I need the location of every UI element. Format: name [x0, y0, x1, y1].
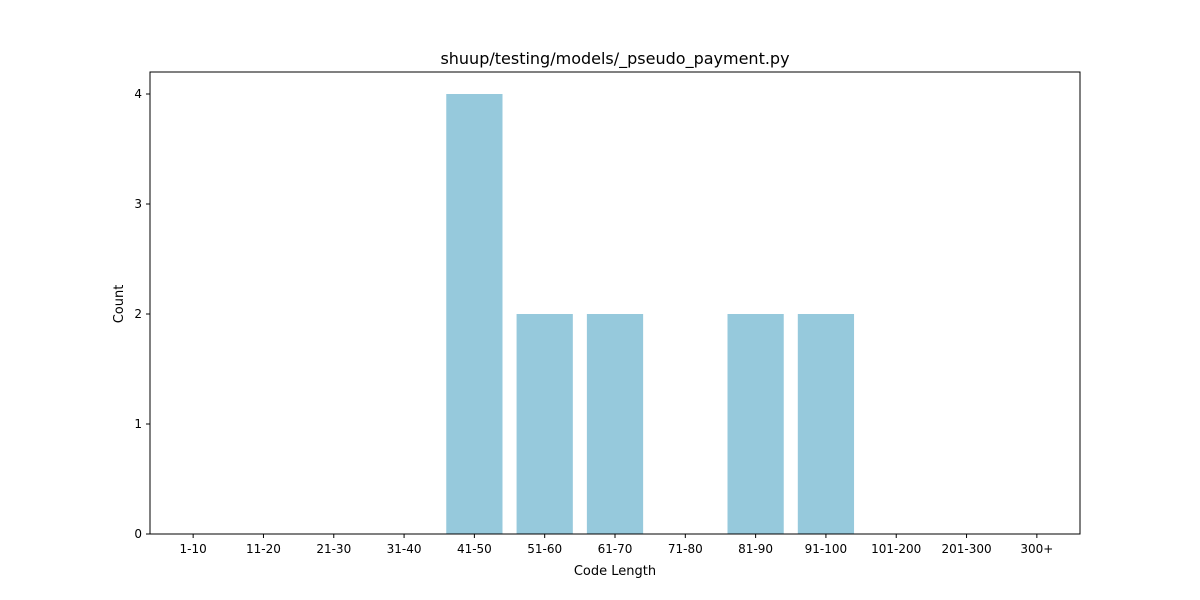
y-tick-label: 4: [134, 87, 142, 101]
x-tick-label: 71-80: [668, 542, 703, 556]
x-tick-label: 81-90: [738, 542, 773, 556]
x-tick-label: 300+: [1020, 542, 1053, 556]
y-axis-label: Count: [112, 285, 127, 324]
x-tick-label: 91-100: [805, 542, 848, 556]
bar-81-90: [727, 314, 784, 534]
y-tick-label: 3: [134, 197, 142, 211]
bar-61-70: [586, 314, 644, 534]
bars-layer: [446, 94, 855, 534]
chart-title: shuup/testing/models/_pseudo_payment.py: [440, 49, 789, 69]
x-axis-ticks: 1-10 11-20 21-30 31-40 41-50 51-60 61-70 71-80 8…: [180, 534, 1053, 556]
x-tick-label: 201-300: [941, 542, 991, 556]
x-tick-label: 51-60: [527, 542, 562, 556]
y-tick-label: 1: [134, 417, 142, 431]
y-tick-label: 0: [134, 527, 142, 541]
bar-41-50: [446, 94, 503, 534]
y-axis-ticks: 0 1 2 3 4: [134, 87, 150, 541]
x-tick-label: 101-200: [871, 542, 921, 556]
x-tick-label: 31-40: [387, 542, 422, 556]
x-axis-label: Code Length: [574, 564, 656, 579]
x-tick-label: 41-50: [457, 542, 492, 556]
y-tick-label: 2: [134, 307, 142, 321]
x-tick-label: 61-70: [598, 542, 633, 556]
plot-frame: [149, 71, 1081, 535]
x-tick-label: 11-20: [246, 542, 281, 556]
x-tick-label: 1-10: [180, 542, 207, 556]
x-tick-label: 21-30: [316, 542, 351, 556]
bar-51-60: [516, 314, 573, 534]
bar-91-100: [797, 314, 855, 534]
